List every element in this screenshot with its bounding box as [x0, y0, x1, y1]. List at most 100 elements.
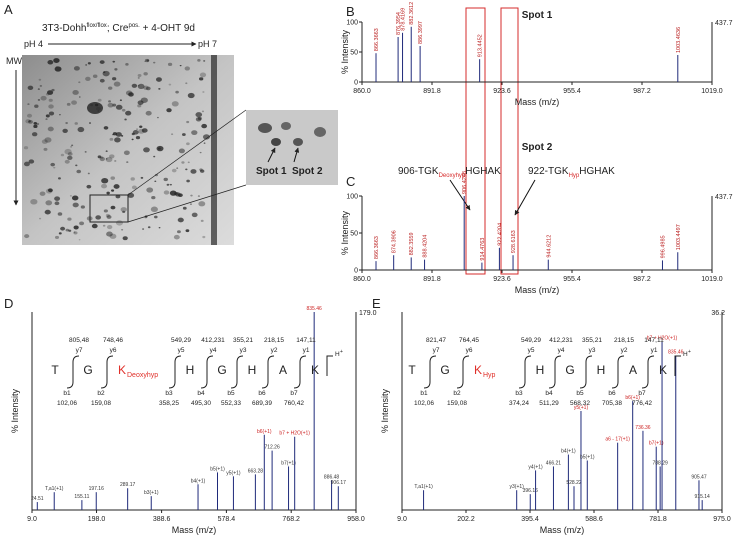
- gel-spot: [45, 200, 53, 206]
- gel-spot: [112, 77, 117, 81]
- residue: H: [248, 363, 257, 377]
- gel-spot: [187, 92, 195, 99]
- cleavage: [579, 355, 593, 389]
- cleavage: [611, 355, 625, 389]
- y-ion-value: 412,231: [201, 337, 225, 344]
- x-tick-label: 955.4: [563, 276, 581, 283]
- x-tick-label: 768.2: [282, 516, 300, 523]
- gel-spot: [185, 168, 188, 171]
- gel-spot: [177, 217, 184, 223]
- peak-label: 996.4985: [660, 235, 666, 258]
- residue: H: [597, 363, 606, 377]
- x-tick-label: 955.4: [563, 88, 581, 95]
- gel-spot: [47, 126, 54, 132]
- peak-label: 1003.4497: [676, 224, 682, 250]
- gel-spot: [114, 160, 117, 162]
- y-ion-value: 218,15: [614, 337, 634, 344]
- gel-spot: [140, 176, 144, 179]
- residue: K: [118, 363, 126, 377]
- residue: H: [186, 363, 195, 377]
- x-tick-label: 9.0: [397, 516, 407, 523]
- y-ion-name: y4: [210, 347, 217, 354]
- gel-spot: [76, 169, 82, 174]
- gel-spot: [60, 226, 66, 231]
- gel-spot: [64, 159, 70, 164]
- b-ion-name: b5: [227, 390, 235, 397]
- charge-sup: +: [340, 349, 343, 355]
- cleavage: [100, 355, 114, 389]
- gel-spot: [110, 176, 116, 180]
- y-ion-value: 412,231: [549, 337, 573, 344]
- b-ion-value: 568,32: [570, 400, 590, 407]
- gel-spot: [54, 201, 60, 206]
- gel-spot: [27, 103, 30, 106]
- gel-spot: [114, 137, 121, 143]
- peak-label: 466.21: [546, 460, 562, 466]
- gel-spot: [137, 74, 142, 78]
- max-count: 437.7: [715, 20, 733, 27]
- gel-spot: [67, 152, 73, 156]
- max-count: 437.7: [715, 194, 733, 201]
- cleavage: [641, 355, 655, 389]
- gel-spot: [101, 183, 108, 189]
- gel-spot: [157, 116, 159, 119]
- gel-spot: [86, 184, 92, 189]
- gel-spot: [182, 133, 186, 136]
- x-tick-label: 891.8: [423, 88, 441, 95]
- gel-spot: [105, 157, 113, 163]
- gel-spot: [24, 234, 30, 239]
- gel-spot: [132, 130, 139, 135]
- gel-spot: [195, 117, 202, 122]
- max-count: 36.2: [711, 310, 725, 317]
- gel-spot: [201, 123, 208, 129]
- zoom-line: [127, 184, 247, 223]
- y-ion-value: 147,11: [644, 337, 664, 344]
- gel-spot: [79, 221, 85, 226]
- gel-spot: [102, 224, 106, 227]
- gel-spot: [139, 125, 143, 128]
- gel-spot: [168, 83, 172, 86]
- b-ion-value: 705,38: [602, 400, 622, 407]
- gel-spot: [115, 220, 123, 226]
- gel-spot: [125, 63, 129, 66]
- gel-spot: [143, 85, 149, 90]
- gel-spot: [103, 126, 109, 130]
- gel-spot: [23, 161, 30, 167]
- peak-label: 888.4204: [423, 235, 429, 258]
- annotation: 922-TGKHypHGHAK: [528, 166, 615, 179]
- gel-spot: [108, 86, 113, 90]
- gel-spot: [199, 72, 207, 78]
- peak-label: b7 + H2O(+1): [647, 336, 678, 342]
- gel-spot: [187, 161, 190, 164]
- gel-spot: [175, 90, 179, 94]
- y-ion-value: 355,21: [233, 337, 253, 344]
- y-tick-label: 0: [354, 80, 358, 87]
- gel-spot: [186, 142, 190, 146]
- gel-spot: [121, 108, 126, 112]
- gel-spot: [66, 102, 71, 106]
- gel-spot: [78, 239, 81, 241]
- y-ion-name: y3: [589, 347, 596, 354]
- y-ion-name: y2: [621, 347, 628, 354]
- gel-spot: [84, 151, 87, 153]
- peak-label: 528.22: [566, 480, 582, 486]
- peak-label: y5(+1): [226, 470, 241, 476]
- gel-spot: [77, 126, 85, 133]
- gel-spot: [41, 139, 48, 144]
- gel-spot: [115, 132, 122, 137]
- gel-spot: [197, 59, 201, 62]
- gel-spot: [39, 84, 43, 87]
- inset-spot: [293, 138, 303, 146]
- y-axis-label: % Intensity: [10, 388, 20, 433]
- gel-spot: [113, 184, 120, 189]
- gel-spot: [106, 191, 110, 195]
- gel-spot: [145, 110, 152, 116]
- spot-arrow: [267, 147, 276, 163]
- gel-spot: [43, 147, 48, 151]
- peak-label: 835.46: [668, 350, 684, 356]
- y-ion-value: 549,29: [521, 337, 541, 344]
- gel-spot: [171, 168, 177, 173]
- y-ion-name: y2: [271, 347, 278, 354]
- gel-spot: [130, 177, 135, 181]
- gel-spot: [125, 110, 132, 116]
